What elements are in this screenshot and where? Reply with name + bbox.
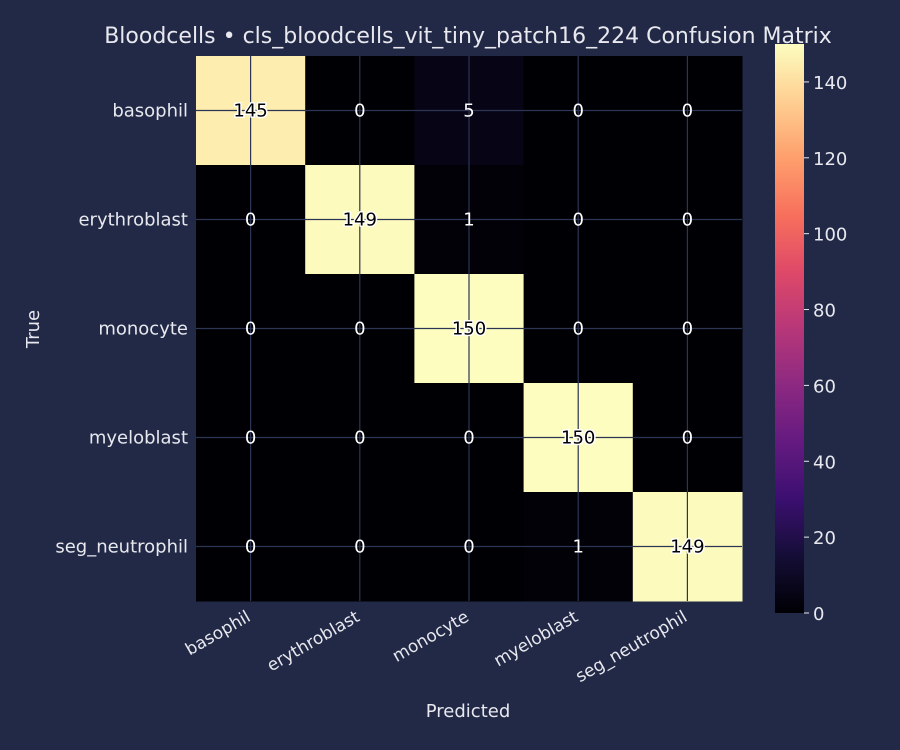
cell-value-label: 0 xyxy=(354,428,365,449)
cell-value-label: 145 xyxy=(233,101,267,122)
colorbar-tick-label: 60 xyxy=(813,376,836,397)
y-tick-label: myeloblast xyxy=(89,428,188,449)
x-axis-tick-labels: basophil erythroblast monocyte myeloblastse… xyxy=(182,607,691,687)
cell-value-label: 0 xyxy=(682,319,693,340)
heatmap-gridlines xyxy=(196,56,742,601)
cell-value-label: 149 xyxy=(343,210,377,231)
x-tick-label: seg_neutrophil xyxy=(572,607,691,687)
cell-value-label: 0 xyxy=(682,428,693,449)
cell-value-label: 0 xyxy=(354,319,365,340)
cell-value-label: 0 xyxy=(245,428,256,449)
cell-value-label: 0 xyxy=(572,319,583,340)
x-tick-label: myeloblast xyxy=(491,607,582,671)
cell-value-labels: 145 0 5 0 0 0 149 1 0 0 0 0 150 0 0 0 0 0 150 0 0 0 0 1 149 xyxy=(232,99,706,559)
colorbar-tick-label: 20 xyxy=(813,528,836,549)
cell-value-label: 5 xyxy=(463,101,474,122)
cell-value-label: 1 xyxy=(572,537,583,558)
colorbar-tick-label: 120 xyxy=(813,149,847,170)
y-tick-label: seg_neutrophil xyxy=(55,537,188,558)
cell-value-label: 0 xyxy=(245,319,256,340)
y-tick-label: monocyte xyxy=(98,319,188,340)
cell-value-label: 149 xyxy=(670,537,704,558)
colorbar-tick-label: 140 xyxy=(813,73,847,94)
colorbar-tick-label: 100 xyxy=(813,225,847,246)
y-axis-tick-labels: basophil erythroblast monocyte myeloblast se… xyxy=(55,101,188,558)
cell-value-label: 1 xyxy=(463,210,474,231)
cell-value-label: 0 xyxy=(463,537,474,558)
y-axis-label: True xyxy=(23,310,44,349)
cell-value-label: 150 xyxy=(452,319,486,340)
y-tick-label: erythroblast xyxy=(78,210,188,231)
cell-value-label: 0 xyxy=(572,210,583,231)
colorbar-tick-label: 0 xyxy=(813,604,824,625)
colorbar-tick-labels: 0 20 40 60 80 100 120 140 xyxy=(804,73,847,625)
colorbar xyxy=(775,44,804,613)
cell-value-label: 0 xyxy=(354,537,365,558)
cell-value-label: 0 xyxy=(354,101,365,122)
cell-value-label: 0 xyxy=(245,537,256,558)
chart-title: Bloodcells • cls_bloodcells_vit_tiny_pat… xyxy=(104,24,832,49)
y-tick-label: basophil xyxy=(112,101,188,122)
x-tick-label: basophil xyxy=(182,607,254,660)
x-tick-label: erythroblast xyxy=(264,607,364,676)
cell-value-label: 150 xyxy=(561,428,595,449)
cell-value-label: 0 xyxy=(245,210,256,231)
colorbar-tick-label: 40 xyxy=(813,452,836,473)
cell-value-label: 0 xyxy=(682,210,693,231)
cell-value-label: 0 xyxy=(572,101,583,122)
x-axis-label: Predicted xyxy=(426,701,511,722)
cell-value-label: 0 xyxy=(682,101,693,122)
x-tick-label: monocyte xyxy=(389,607,472,667)
cell-value-label: 0 xyxy=(463,428,474,449)
colorbar-tick-label: 80 xyxy=(813,301,836,322)
